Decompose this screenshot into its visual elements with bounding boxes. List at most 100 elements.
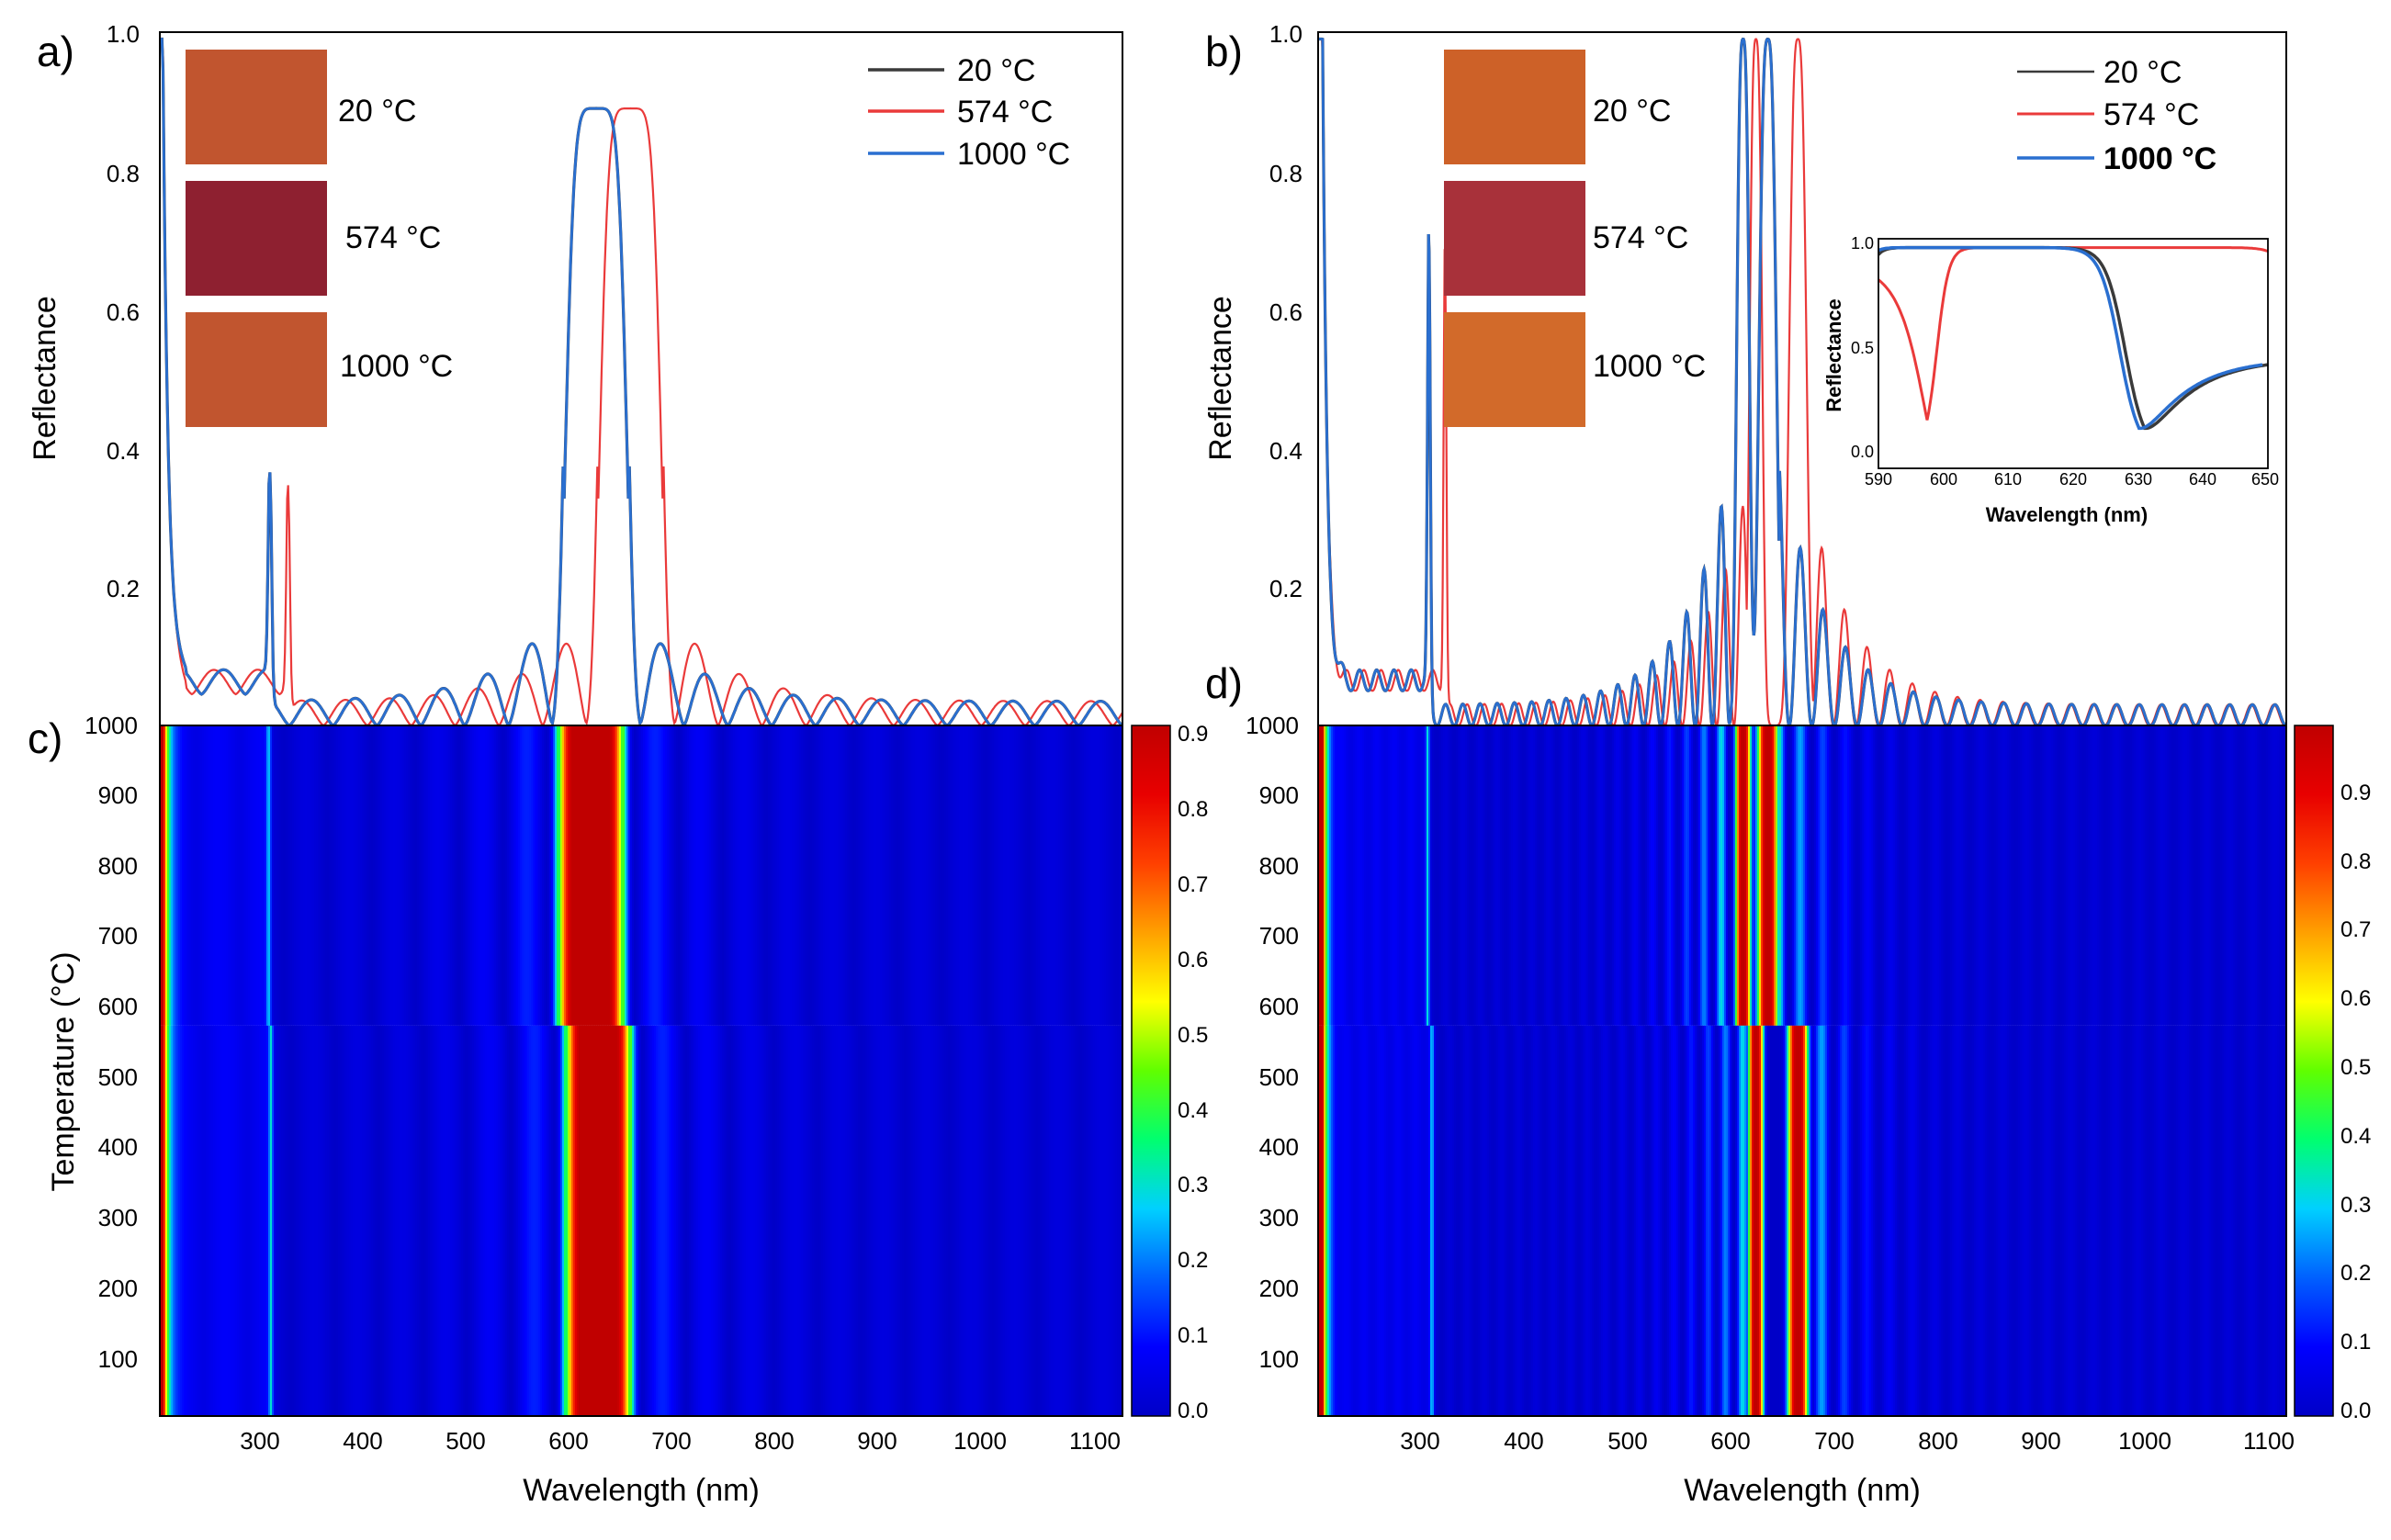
heatmap-cell: [1336, 725, 1339, 1026]
series-1000-line: [1318, 38, 2286, 725]
heatmap-cell: [2057, 1025, 2059, 1416]
heatmap-cell: [2062, 725, 2065, 1026]
panel-c-heatmap: [160, 725, 1123, 1416]
heatmap-cell: [1502, 1025, 1505, 1416]
heatmap-cell: [1001, 725, 1004, 1026]
heatmap-cell: [1785, 725, 1788, 1026]
heatmap-cell: [1340, 1025, 1343, 1416]
heatmap-cell: [799, 725, 802, 1026]
heatmap-cell: [1752, 1025, 1754, 1416]
heatmap-cell: [511, 1025, 513, 1416]
heatmap-cell: [601, 1025, 603, 1416]
heatmap-cell: [1790, 1025, 1793, 1416]
heatmap-cell: [1851, 725, 1854, 1026]
heatmap-cell: [1733, 1025, 1736, 1416]
heatmap-cell: [492, 725, 495, 1026]
heatmap-cell: [2103, 725, 2105, 1026]
heatmap-cell: [852, 725, 855, 1026]
heatmap-cell: [1695, 725, 1697, 1026]
heatmap-cell: [233, 1025, 236, 1416]
heatmap-cell: [582, 725, 585, 1026]
y-tick-label: 700: [98, 922, 138, 950]
heatmap-cell: [922, 725, 925, 1026]
heatmap-cell: [2193, 1025, 2195, 1416]
heatmap-cell: [1636, 1025, 1639, 1416]
heatmap-cell: [803, 1025, 806, 1416]
heatmap-cell: [459, 725, 462, 1026]
heatmap-cell: [795, 725, 798, 1026]
heatmap-cell: [279, 725, 282, 1026]
heatmap-cell: [634, 725, 637, 1026]
heatmap-cell: [1322, 725, 1325, 1026]
heatmap-cell: [312, 1025, 315, 1416]
heatmap-cell: [1687, 1025, 1690, 1416]
heatmap-cell: [200, 1025, 203, 1416]
heatmap-cell: [1910, 725, 1912, 1026]
heatmap-cell: [1117, 725, 1120, 1026]
heatmap-cell: [399, 1025, 401, 1416]
heatmap-cell: [909, 725, 912, 1026]
color-swatch-20: [186, 50, 327, 164]
heatmap-cell: [871, 725, 874, 1026]
heatmap-cell: [1099, 1025, 1101, 1416]
heatmap-cell: [1427, 725, 1429, 1026]
heatmap-cell: [1652, 725, 1655, 1026]
color-swatch-574: [186, 181, 327, 296]
heatmap-cell: [1766, 1025, 1769, 1416]
heatmap-cell: [2077, 725, 2080, 1026]
heatmap-cell: [266, 725, 269, 1026]
heatmap-cell: [1763, 1025, 1765, 1416]
heatmap-cell: [2202, 725, 2205, 1026]
heatmap-cell: [711, 1025, 714, 1416]
heatmap-cell: [1810, 725, 1813, 1026]
heatmap-cell: [2158, 1025, 2160, 1416]
heatmap-cell: [687, 1025, 690, 1416]
heatmap-cell: [239, 1025, 242, 1416]
heatmap-cell: [351, 1025, 354, 1416]
heatmap-cell: [1032, 725, 1035, 1026]
heatmap-cell: [1809, 1025, 1811, 1416]
heatmap-cell: [331, 1025, 333, 1416]
heatmap-cell: [525, 1025, 528, 1416]
heatmap-cell: [709, 725, 712, 1026]
heatmap-cell: [757, 1025, 760, 1416]
heatmap-cell: [586, 725, 589, 1026]
heatmap-cell: [904, 725, 907, 1026]
heatmap-cell: [2233, 1025, 2236, 1416]
heatmap-cell: [1805, 725, 1808, 1026]
heatmap-cell: [279, 1025, 282, 1416]
heatmap-cell: [1493, 1025, 1495, 1416]
heatmap-cell: [1362, 725, 1365, 1026]
heatmap-cell: [209, 725, 212, 1026]
heatmap-cell: [367, 1025, 370, 1416]
heatmap-cell: [1869, 1025, 1872, 1416]
heatmap-cell: [803, 725, 806, 1026]
heatmap-cell: [1818, 725, 1821, 1026]
heatmap-cell: [503, 725, 506, 1026]
heatmap-cell: [1507, 725, 1510, 1026]
heatmap-cell: [292, 725, 295, 1026]
heatmap-cell: [972, 1025, 975, 1416]
heatmap-cell: [1003, 1025, 1006, 1416]
heatmap-cell: [1833, 725, 1835, 1026]
heatmap-cell: [1676, 1025, 1679, 1416]
heatmap-cell: [231, 725, 234, 1026]
heatmap-cell: [764, 1025, 767, 1416]
heatmap-cell: [1053, 1025, 1055, 1416]
heatmap-cell: [865, 1025, 868, 1416]
heatmap-cell: [1787, 1025, 1789, 1416]
heatmap-cell: [672, 1025, 675, 1416]
y-tick-label: 1000: [85, 712, 138, 739]
heatmap-cell: [1349, 725, 1352, 1026]
heatmap-cell: [641, 1025, 644, 1416]
heatmap-cell: [610, 725, 613, 1026]
heatmap-cell: [2147, 725, 2149, 1026]
heatmap-cell: [215, 1025, 218, 1416]
heatmap-cell: [349, 725, 352, 1026]
heatmap-cell: [241, 1025, 243, 1416]
heatmap-cell: [2160, 725, 2162, 1026]
heatmap-cell: [1972, 1025, 1975, 1416]
heatmap-cell: [562, 725, 565, 1026]
heatmap-cell: [2084, 725, 2087, 1026]
heatmap-cell: [2226, 725, 2228, 1026]
